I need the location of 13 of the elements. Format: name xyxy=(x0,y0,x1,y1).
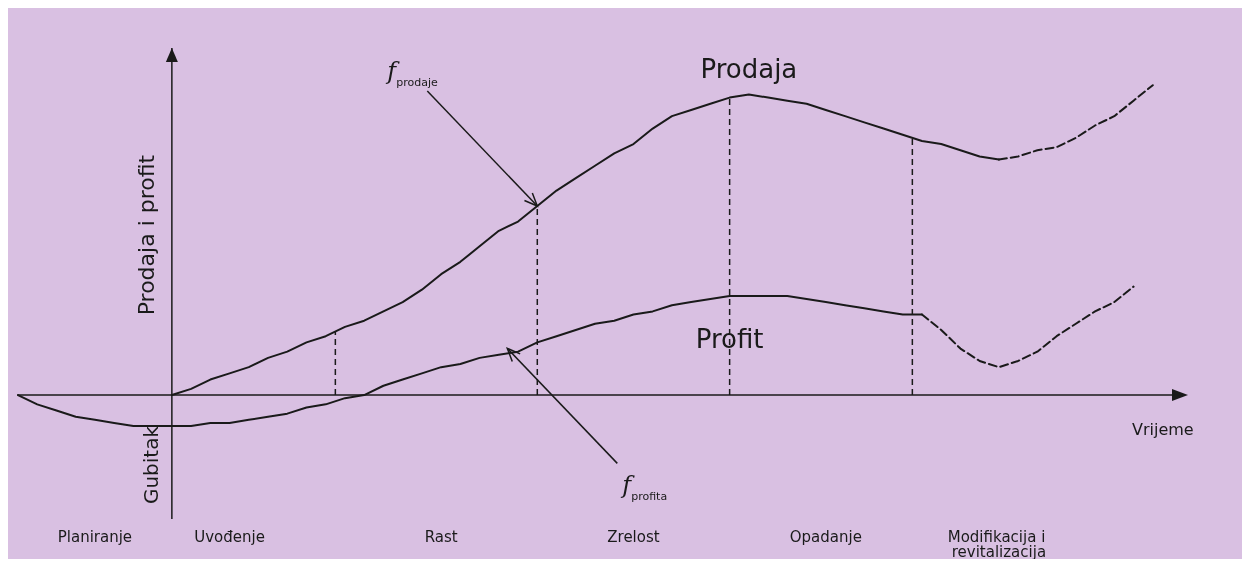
annotation: f$_{prodaje}$ xyxy=(385,57,438,89)
y-axis-title: Prodaja i profit xyxy=(133,154,159,316)
series-label: Prodaja xyxy=(700,54,798,85)
x-tick-label: Uvođenje xyxy=(194,527,265,546)
x-axis-title: Vrijeme xyxy=(1132,419,1194,439)
x-tick-label: Zrelost xyxy=(607,527,660,546)
x-tick-label: Opadanje xyxy=(789,527,862,546)
x-tick-label: Rast xyxy=(424,527,458,546)
x-tick-label: Planiranje xyxy=(57,527,133,546)
text: f$_{profita}$ xyxy=(620,471,668,503)
x-tick-label: Modifikacija i revitalizacija xyxy=(947,527,1051,561)
annotation: Gubitak xyxy=(138,425,163,505)
series-label: Profit xyxy=(695,323,764,354)
